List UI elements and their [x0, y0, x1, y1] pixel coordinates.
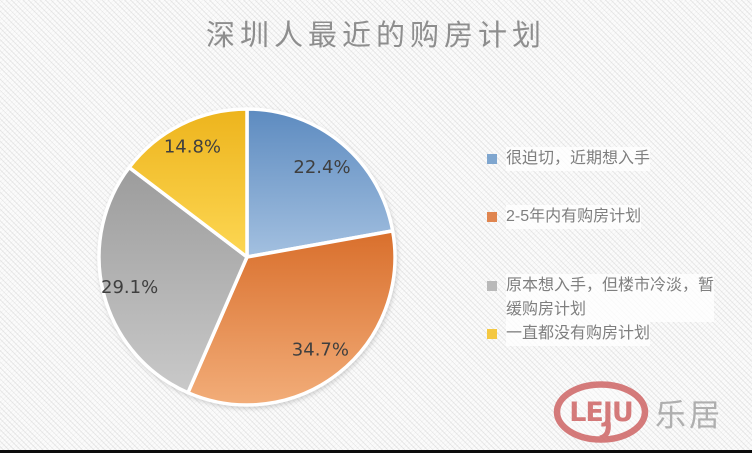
legend-label-1: 很迫切，近期想入手	[506, 147, 651, 171]
legend-item-1: 很迫切，近期想入手	[487, 147, 651, 171]
legend-swatch-4	[487, 329, 497, 339]
pie-chart: 22.4% 34.7% 29.1% 14.8%	[97, 107, 397, 407]
pie-slice-3	[97, 165, 249, 395]
leju-logo: LEJU 乐居	[553, 381, 723, 443]
logo-name-text: 乐居	[655, 398, 723, 433]
legend-item-2: 2-5年内有购房计划	[487, 205, 642, 229]
chart-legend: 很迫切，近期想入手 2-5年内有购房计划原本想入手，但楼市冷淡，暂缓购房计划 一直都…	[487, 0, 739, 453]
legend-swatch-3	[487, 281, 497, 291]
logo-mark-text: LEJU	[569, 397, 633, 428]
bottom-border-line	[0, 450, 752, 453]
pie-slice-4	[127, 107, 249, 259]
chart-title: 深圳人最近的购房计划	[205, 20, 546, 52]
slice-data-label-4: 14.8%	[164, 136, 221, 157]
slice-data-label-3: 29.1%	[101, 277, 158, 298]
legend-label-4: 一直都没有购房计划	[506, 322, 651, 346]
pie-slice-1	[245, 107, 395, 259]
legend-item-4: 一直都没有购房计划	[487, 322, 651, 346]
logo-j-descender	[599, 421, 611, 441]
legend-swatch-2	[487, 212, 497, 222]
legend-label-2: 2-5年内有购房计划	[506, 205, 642, 229]
slice-data-label-2: 34.7%	[292, 339, 349, 360]
legend-label-3: 原本想入手，但楼市冷淡，暂缓购房计划	[506, 274, 714, 322]
legend-swatch-1	[487, 154, 497, 164]
legend-item-3: 原本想入手，但楼市冷淡，暂缓购房计划	[487, 274, 714, 322]
slice-data-label-1: 22.4%	[293, 157, 350, 178]
